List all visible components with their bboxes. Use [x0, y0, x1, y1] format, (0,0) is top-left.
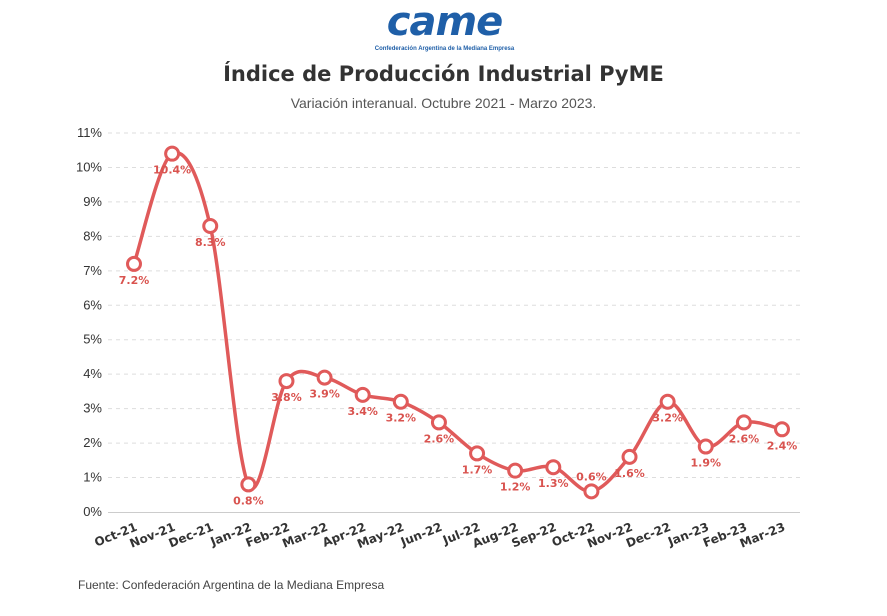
source-note: Fuente: Confederación Argentina de la Me… [78, 578, 385, 592]
data-point [316, 369, 333, 386]
y-tick-label: 1% [83, 470, 102, 485]
data-label: 7.2% [119, 274, 150, 287]
y-axis-ticks: 0% 1% 2% 3% 4% 5% 6% 7% 8% 9% 10% 11% [76, 125, 102, 519]
data-point [545, 459, 562, 476]
x-axis-ticks: Oct-21Nov-21Dec-21Jan-22Feb-22Mar-22Apr-… [92, 520, 787, 551]
y-tick-label: 2% [83, 435, 102, 450]
logo-subtitle: Confederación Argentina de la Mediana Em… [374, 46, 515, 52]
x-tick-label: Jun-22 [398, 520, 444, 550]
data-label: 8.3% [195, 236, 226, 249]
logo-wordmark: came [386, 0, 504, 45]
data-label: 3.2% [652, 412, 683, 425]
data-point [240, 476, 257, 493]
data-point [354, 386, 371, 403]
data-point [278, 373, 295, 390]
data-label: 2.6% [729, 432, 760, 445]
gridlines [108, 132, 800, 479]
y-tick-label: 0% [83, 504, 102, 519]
data-label: 2.6% [424, 432, 455, 445]
data-point [583, 483, 600, 500]
data-point [621, 448, 638, 465]
y-tick-label: 9% [83, 194, 102, 209]
data-label: 0.6% [576, 470, 607, 483]
y-tick-label: 8% [83, 228, 102, 243]
data-labels: 7.2% 10.4% 8.3% 0.8% 3.8% 3.9% 3.4% 3.2% 2.6% 1.7… [119, 164, 798, 508]
data-label: 1.7% [462, 463, 493, 476]
data-label: 1.3% [538, 477, 569, 490]
data-label: 0.8% [233, 494, 264, 507]
y-tick-label: 5% [83, 332, 102, 347]
y-tick-label: 4% [83, 366, 102, 381]
y-tick-label: 6% [83, 297, 102, 312]
data-point [507, 462, 524, 479]
data-point [659, 393, 676, 410]
data-point [202, 218, 219, 235]
data-label: 3.2% [386, 412, 417, 425]
data-point [164, 145, 181, 162]
y-tick-label: 7% [83, 263, 102, 278]
series-line [132, 150, 784, 494]
data-label: 3.8% [271, 391, 302, 404]
chart-subtitle: Variación interanual. Octubre 2021 - Mar… [290, 95, 597, 111]
data-point [430, 414, 447, 431]
y-tick-label: 3% [83, 401, 102, 416]
data-label: 10.4% [153, 164, 191, 177]
y-tick-label: 10% [76, 159, 102, 174]
data-point [774, 421, 790, 438]
data-point [126, 255, 142, 272]
data-point [469, 445, 486, 462]
data-points [126, 145, 790, 500]
came-logo: came Confederación Argentina de la Media… [372, 0, 517, 58]
data-point [392, 393, 409, 410]
y-tick-label: 11% [77, 125, 102, 140]
data-label: 1.6% [614, 467, 645, 480]
data-label: 2.4% [767, 439, 798, 452]
data-label: 1.9% [691, 457, 722, 470]
data-point [735, 414, 752, 431]
data-label: 3.9% [309, 388, 340, 401]
data-label: 3.4% [347, 405, 378, 418]
data-label: 1.2% [500, 481, 531, 494]
data-point [697, 438, 714, 455]
chart-title: Índice de Producción Industrial PyME [223, 62, 664, 86]
